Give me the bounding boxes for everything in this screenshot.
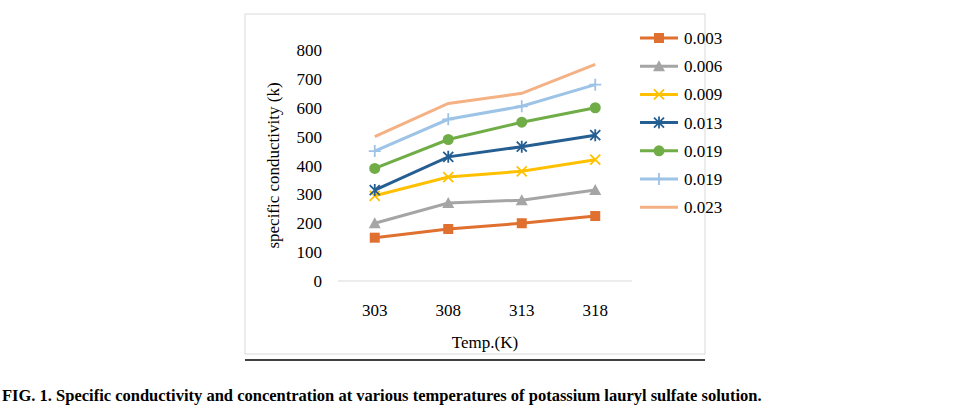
marker xyxy=(442,113,454,125)
y-tick xyxy=(334,50,338,51)
y-tick-label: 200 xyxy=(297,214,323,233)
marker xyxy=(442,197,454,208)
y-tick xyxy=(334,281,338,282)
legend-label: 0.013 xyxy=(684,114,722,133)
series-line xyxy=(375,135,596,190)
x-tick-label: 303 xyxy=(362,301,388,320)
series-line xyxy=(375,64,596,136)
series-line xyxy=(375,160,596,196)
y-tick xyxy=(334,252,338,253)
y-tick-label: 800 xyxy=(297,41,323,60)
y-tick-label: 100 xyxy=(297,243,323,262)
legend-item: 0.009 xyxy=(640,85,722,104)
marker xyxy=(369,217,381,228)
y-tick-label: 400 xyxy=(297,157,323,176)
marker xyxy=(516,100,528,112)
marker xyxy=(443,172,453,182)
marker xyxy=(589,79,601,91)
legend-marker xyxy=(654,89,664,99)
y-tick xyxy=(334,223,338,224)
x-tick-label: 308 xyxy=(436,301,462,320)
marker xyxy=(590,129,600,141)
x-axis-label: Temp.(K) xyxy=(452,333,518,352)
legend-label: 0.019 xyxy=(684,142,722,161)
marker xyxy=(516,117,527,128)
marker xyxy=(517,166,527,176)
marker xyxy=(589,184,601,195)
y-tick xyxy=(334,194,338,195)
y-tick xyxy=(334,165,338,166)
marker xyxy=(590,102,601,113)
legend-marker xyxy=(653,173,665,185)
legend-marker xyxy=(654,117,664,129)
y-tick-label: 500 xyxy=(297,128,323,147)
marker xyxy=(590,211,600,221)
marker xyxy=(369,145,381,157)
legend-item: 0.013 xyxy=(640,114,722,133)
series-line xyxy=(375,190,596,223)
y-tick-label: 0 xyxy=(314,272,323,291)
marker xyxy=(443,151,453,163)
legend-label: 0.003 xyxy=(684,29,722,48)
legend-item: 0.006 xyxy=(640,57,722,76)
legend-marker xyxy=(654,33,664,43)
marker xyxy=(443,134,454,145)
marker xyxy=(370,233,380,243)
legend-label: 0.006 xyxy=(684,57,722,76)
series-line xyxy=(375,85,596,151)
y-tick-label: 700 xyxy=(297,70,323,89)
series-line xyxy=(375,216,596,238)
marker xyxy=(369,163,380,174)
marker xyxy=(443,224,453,234)
rule xyxy=(245,359,705,361)
marker xyxy=(590,155,600,165)
x-tick-label: 313 xyxy=(509,301,535,320)
marker xyxy=(517,141,527,153)
y-tick xyxy=(334,136,338,137)
legend-marker xyxy=(640,206,678,209)
caption: FIG. 1. Specific conductivity and concen… xyxy=(2,386,762,405)
legend-item: 0.019 xyxy=(640,170,722,189)
x-tick-label: 318 xyxy=(583,301,609,320)
marker xyxy=(370,184,380,196)
y-tick-label: 600 xyxy=(297,99,323,118)
legend-label: 0.019 xyxy=(684,170,722,189)
y-tick xyxy=(334,78,338,79)
legend-label: 0.023 xyxy=(684,198,722,217)
chart: 0 100 200 300 400 500 600 700 800 303 308 313 318 Tem… xyxy=(0,0,968,417)
legend-marker xyxy=(653,60,665,71)
marker xyxy=(516,194,528,205)
y-tick-label: 300 xyxy=(297,185,323,204)
legend-marker xyxy=(654,145,665,156)
x-axis xyxy=(338,281,632,282)
y-tick xyxy=(334,107,338,108)
legend-item: 0.023 xyxy=(640,198,722,217)
legend-label: 0.009 xyxy=(684,85,722,104)
legend-item: 0.003 xyxy=(640,29,722,48)
legend-item: 0.019 xyxy=(640,142,722,161)
marker xyxy=(517,218,527,228)
y-axis-label: specific conductivity (k) xyxy=(264,82,283,248)
plot-area xyxy=(369,64,602,242)
chart-frame xyxy=(245,14,705,354)
